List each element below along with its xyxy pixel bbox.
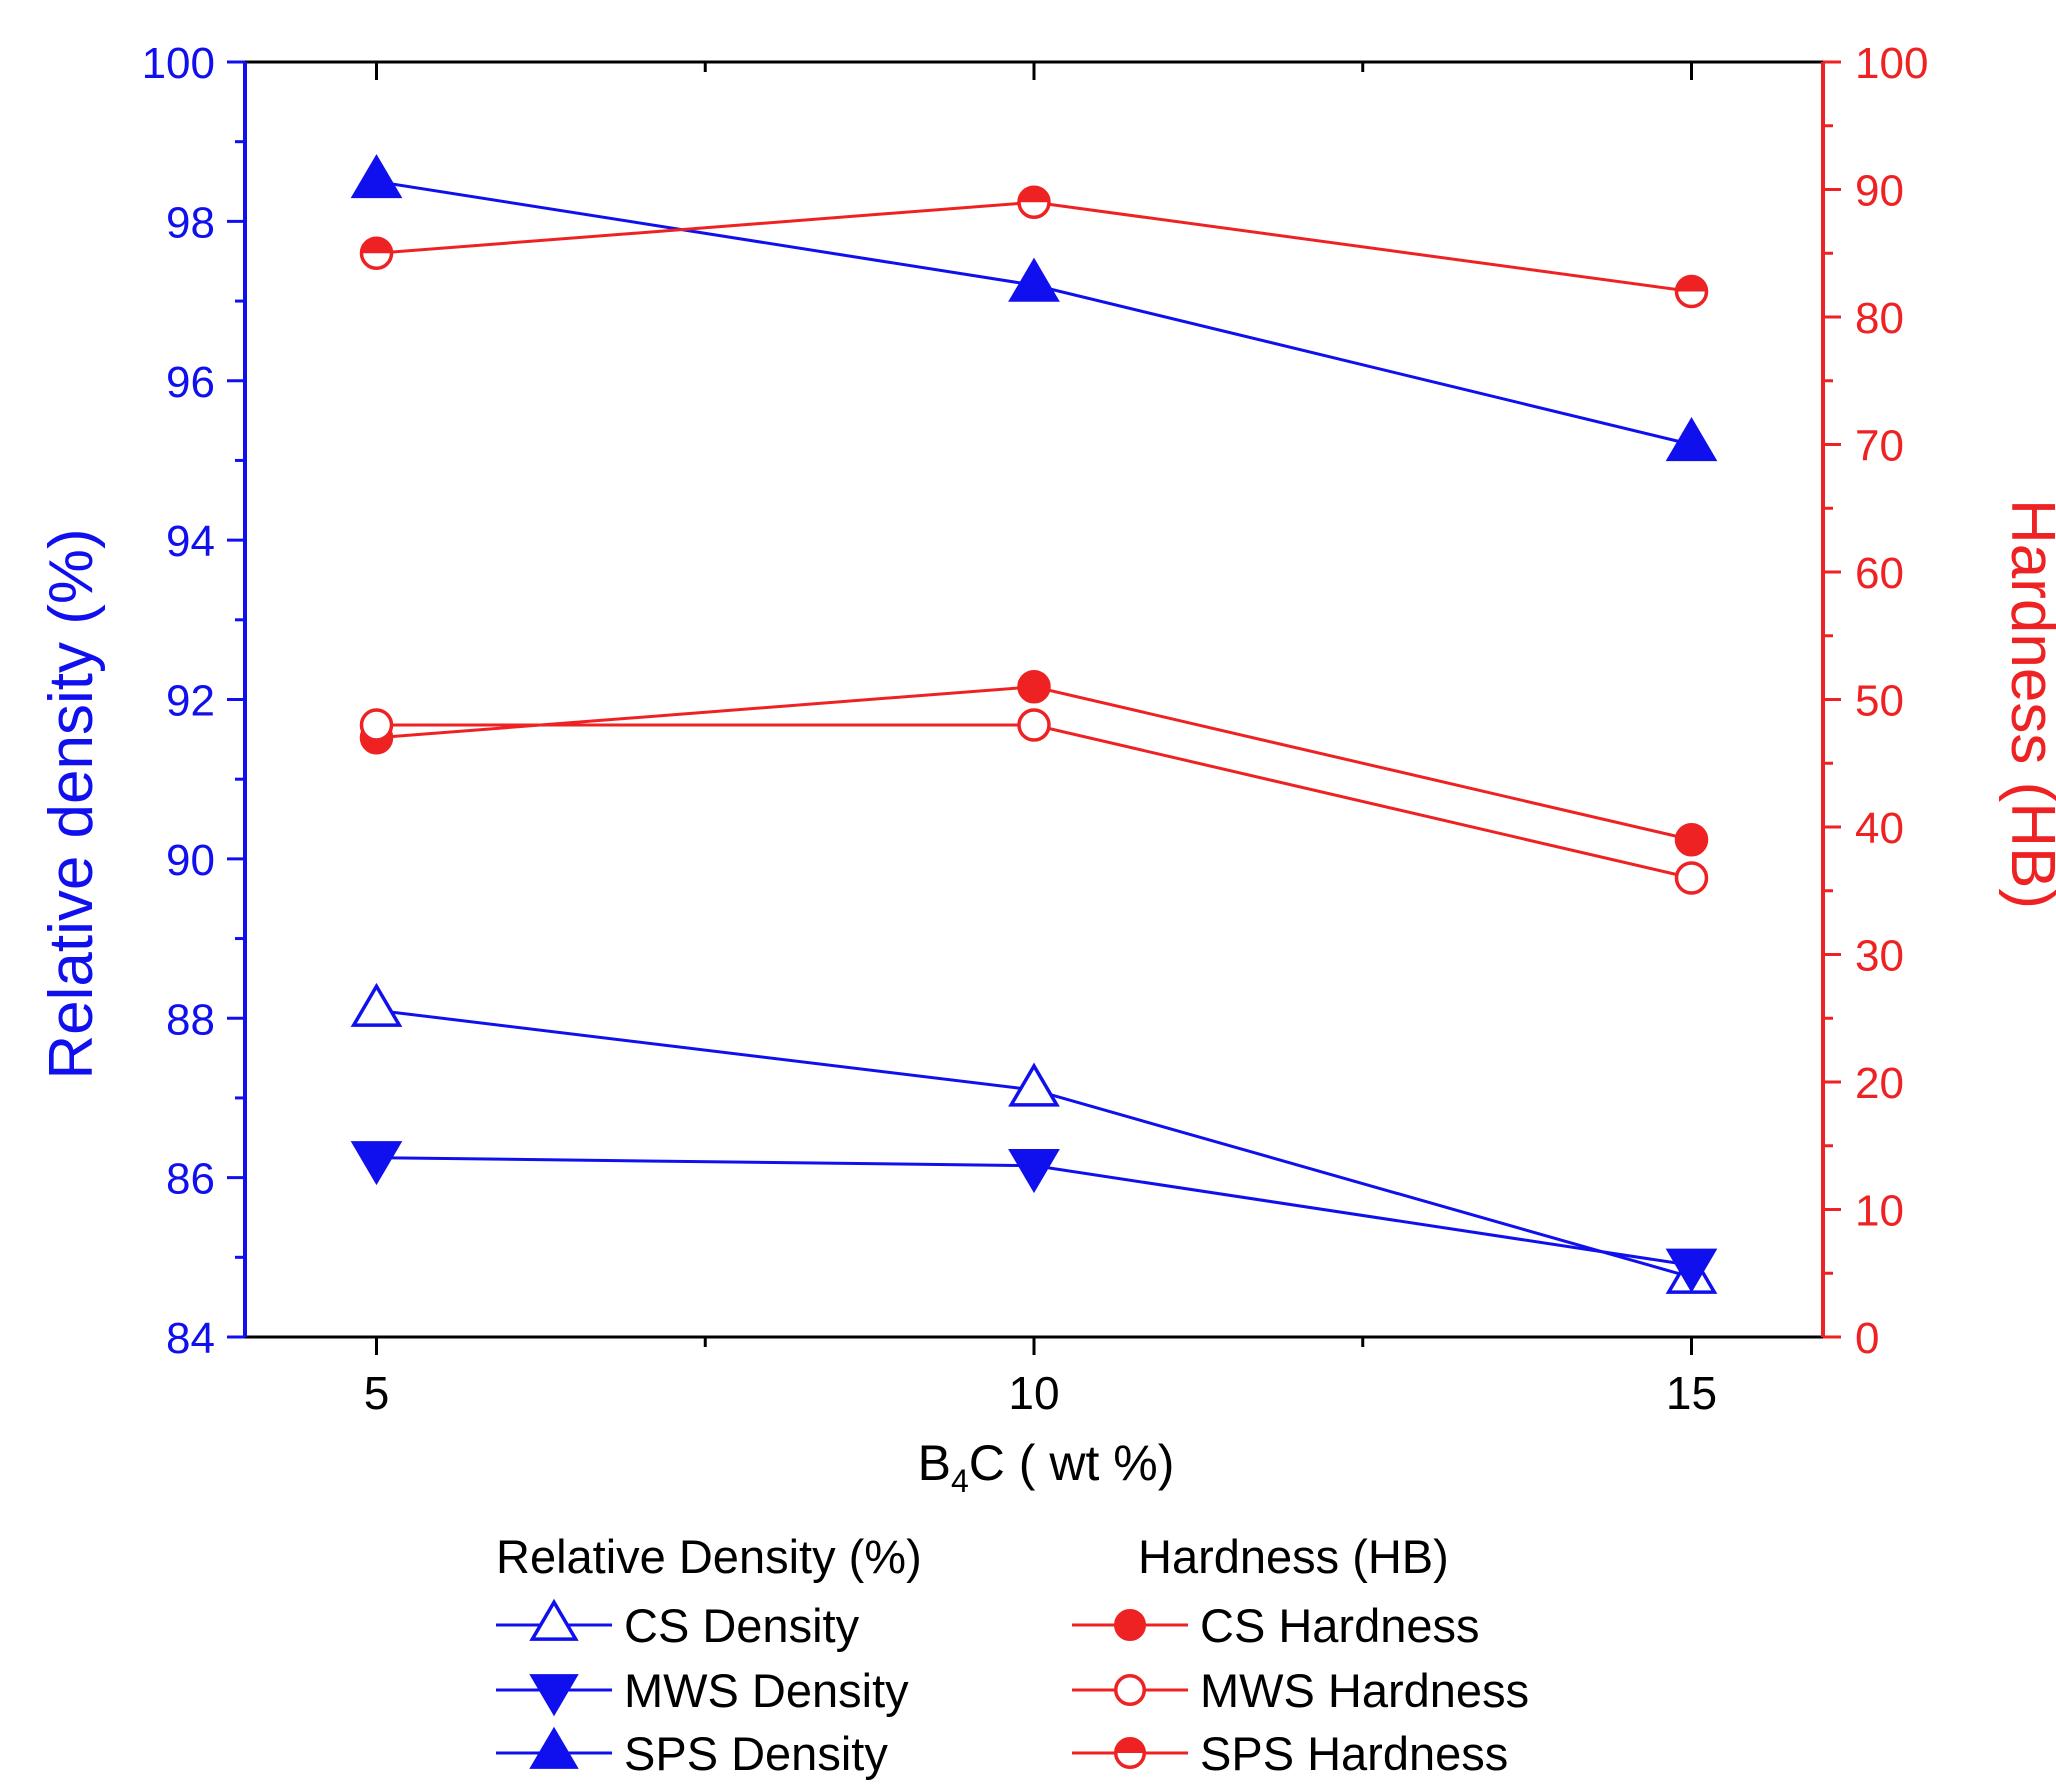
legend: Relative Density (%) Hardness (HB) CS De… — [496, 1530, 1529, 1780]
right-tick-label: 100 — [1855, 39, 1928, 88]
left-tick-label: 98 — [166, 198, 215, 247]
legend-marker-mws-hardness — [1114, 1674, 1146, 1706]
data-point-cs-density — [1008, 1062, 1060, 1107]
legend-items: CS Density MWS Density SPS Density CS Hardn… — [496, 1598, 1529, 1780]
data-point-mws-density — [1008, 1149, 1060, 1194]
legend-group-title-hardness: Hardness (HB) — [1138, 1530, 1449, 1583]
left-tick-label: 96 — [166, 358, 215, 407]
series-sps-hardness — [359, 185, 1709, 309]
right-y-axis: 0 10 20 30 40 50 60 70 80 90 100 — [1821, 39, 1928, 1363]
series-mws-hardness — [359, 708, 1709, 895]
legend-item-sps-density: SPS Density — [496, 1726, 888, 1780]
data-point-sps-density — [1665, 417, 1718, 462]
right-tick-label: 60 — [1855, 549, 1904, 598]
legend-item-mws-density: MWS Density — [496, 1664, 909, 1717]
left-tick-label: 84 — [166, 1314, 215, 1363]
data-point-sps-hardness — [1017, 185, 1051, 219]
right-tick-label: 20 — [1855, 1059, 1904, 1108]
legend-label-cs-hardness: CS Hardness — [1200, 1599, 1480, 1652]
right-tick-label: 80 — [1855, 294, 1904, 343]
series-sps-density — [350, 154, 1718, 462]
x-axis-label-rest: C ( wt %) — [969, 1435, 1175, 1491]
data-point-sps-hardness — [359, 236, 394, 270]
data-point-mws-hardness — [359, 708, 394, 742]
legend-label-sps-density: SPS Density — [624, 1727, 888, 1780]
data-point-mws-density — [1665, 1248, 1718, 1293]
legend-marker-sps-hardness — [1114, 1737, 1146, 1769]
right-tick-label: 0 — [1855, 1314, 1879, 1363]
data-point-sps-hardness-ring — [1674, 274, 1709, 309]
legend-label-sps-hardness: SPS Hardness — [1200, 1727, 1508, 1780]
legend-item-cs-hardness: CS Hardness — [1072, 1599, 1480, 1652]
data-point-cs-density — [350, 982, 403, 1027]
x-axis-label: B4C ( wt %) — [918, 1435, 1175, 1499]
left-tick-label: 86 — [166, 1155, 215, 1204]
legend-marker-mws-density — [529, 1674, 579, 1717]
data-point-sps-hardness — [1674, 274, 1709, 309]
legend-group-title-density: Relative Density (%) — [496, 1530, 922, 1583]
x-tick-label: 10 — [1008, 1367, 1059, 1419]
x-axis: 5 10 15 — [364, 62, 1717, 1419]
left-axis-label: Relative density (%) — [37, 528, 106, 1079]
legend-item-sps-hardness: SPS Hardness — [1072, 1727, 1508, 1780]
x-tick-label: 15 — [1666, 1367, 1717, 1419]
right-axis-label: Hardness (HB) — [1998, 499, 2056, 909]
legend-label-mws-hardness: MWS Hardness — [1200, 1664, 1529, 1717]
x-axis-label-subscript: 4 — [951, 1463, 969, 1499]
data-point-sps-hardness-ring — [359, 236, 394, 270]
left-tick-label: 88 — [166, 995, 215, 1044]
x-tick-label: 5 — [364, 1367, 390, 1419]
right-tick-label: 90 — [1855, 167, 1904, 216]
legend-marker-sps-density — [529, 1726, 579, 1769]
data-point-mws-hardness — [1017, 708, 1051, 742]
data-point-sps-density — [1008, 257, 1060, 302]
data-point-sps-density — [350, 154, 403, 199]
right-tick-label: 30 — [1855, 932, 1904, 981]
right-tick-label: 10 — [1855, 1187, 1904, 1236]
right-tick-label: 70 — [1855, 422, 1904, 471]
left-tick-label: 90 — [166, 836, 215, 885]
legend-marker-cs-density — [529, 1598, 579, 1641]
data-point-cs-hardness — [1017, 670, 1051, 704]
legend-marker-sps-hardness-ring — [1114, 1737, 1146, 1769]
data-point-sps-hardness-ring — [1017, 185, 1051, 219]
series-mws-density — [350, 1141, 1718, 1293]
left-y-axis: 84 86 88 90 92 94 96 98 100 — [142, 39, 247, 1363]
left-tick-label: 94 — [166, 517, 215, 566]
legend-label-cs-density: CS Density — [624, 1599, 860, 1652]
left-tick-label: 100 — [142, 39, 215, 88]
left-tick-label: 92 — [166, 677, 215, 726]
legend-label-mws-density: MWS Density — [624, 1664, 909, 1717]
legend-marker-cs-hardness — [1114, 1609, 1146, 1641]
data-point-mws-hardness — [1674, 861, 1709, 895]
data-point-mws-density — [350, 1141, 403, 1186]
x-axis-label-b: B — [918, 1435, 951, 1491]
legend-item-mws-hardness: MWS Hardness — [1072, 1664, 1529, 1717]
series-layer — [350, 154, 1718, 1294]
data-point-cs-hardness — [1674, 823, 1709, 857]
legend-item-cs-density: CS Density — [496, 1598, 860, 1652]
right-tick-label: 40 — [1855, 804, 1904, 853]
right-tick-label: 50 — [1855, 677, 1904, 726]
